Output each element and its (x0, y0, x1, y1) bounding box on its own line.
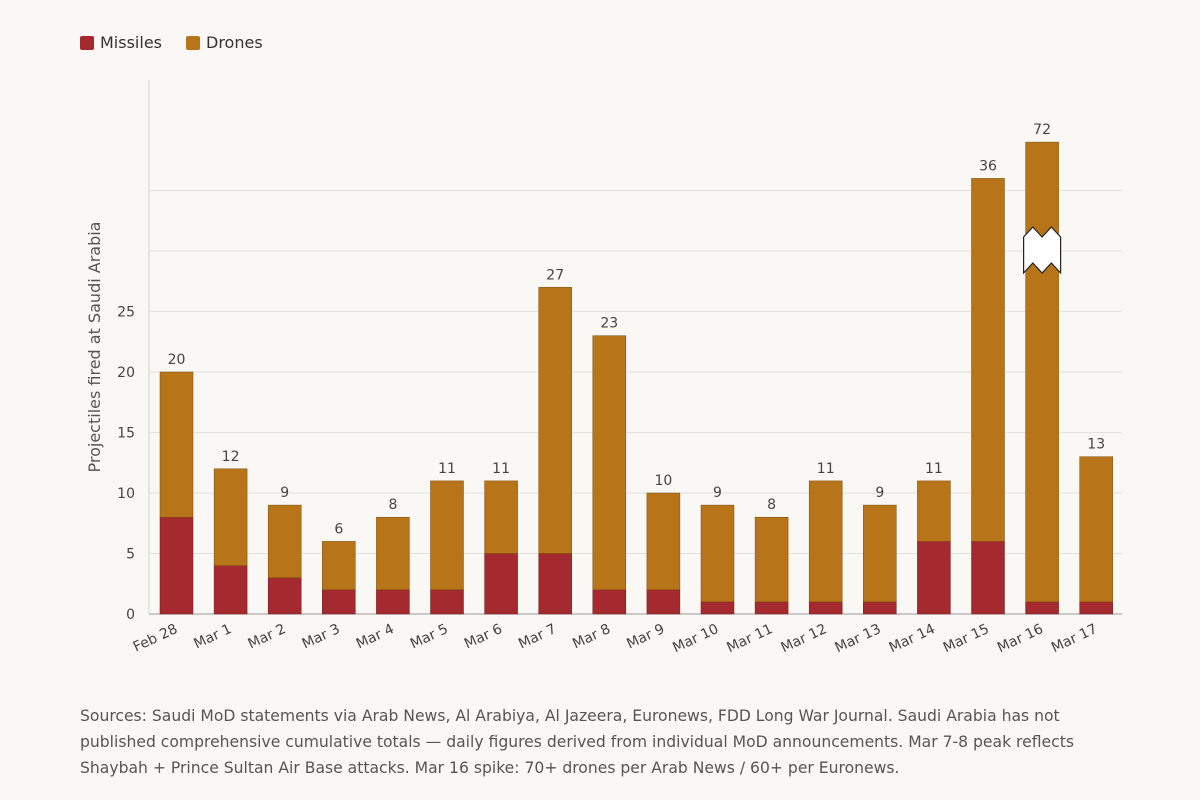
bar-missiles-6[interactable] (484, 553, 518, 615)
x-category-label: Mar 4 (354, 621, 397, 652)
bar-total-label: 11 (925, 461, 943, 477)
bar-missiles-4[interactable] (376, 589, 410, 615)
legend-item-missiles[interactable]: Missiles (80, 33, 162, 52)
y-tick-label: 20 (117, 365, 135, 381)
bar-total-label: 10 (654, 473, 672, 489)
bar-drones-6[interactable] (484, 480, 518, 554)
x-category-label: Mar 14 (887, 621, 938, 656)
missiles-swatch (80, 35, 94, 50)
bar-drones-2[interactable] (267, 504, 302, 578)
x-category-label: Feb 28 (131, 621, 180, 655)
bar-total-label: 11 (438, 461, 456, 477)
bar-drones-12[interactable] (808, 480, 843, 603)
y-tick-label: 25 (117, 305, 135, 321)
x-category-label: Mar 1 (191, 621, 234, 652)
bar-drones-0[interactable] (159, 371, 194, 518)
bar-missiles-1[interactable] (213, 565, 248, 615)
bar-total-label: 20 (168, 352, 186, 368)
x-category-label: Mar 9 (624, 621, 667, 652)
x-category-label: Mar 13 (833, 621, 884, 656)
bar-missiles-11[interactable] (754, 601, 789, 615)
x-category-label: Mar 15 (941, 621, 992, 656)
x-category-label: Mar 3 (300, 621, 343, 652)
bar-missiles-0[interactable] (159, 516, 194, 615)
bar-total-label: 11 (817, 461, 835, 477)
bar-total-label: 72 (1033, 122, 1051, 138)
bar-total-label: 11 (492, 461, 510, 477)
sources-note: Sources: Saudi MoD statements via Arab N… (80, 707, 1074, 777)
bar-total-label: 6 (334, 521, 343, 537)
labels-layer: 20 12 9 6 8 11 11 27 23 10 9 8 11 9 11 36 72 13 (168, 122, 1106, 537)
bar-missiles-17[interactable] (1079, 601, 1113, 615)
x-category-label: Mar 6 (462, 621, 505, 652)
x-category-label: Mar 12 (779, 621, 830, 656)
x-category-label: Mar 11 (724, 621, 775, 656)
bar-missiles-8[interactable] (592, 589, 627, 615)
bar-missiles-7[interactable] (538, 553, 572, 615)
bar-total-label: 13 (1087, 437, 1105, 453)
bar-drones-8[interactable] (592, 335, 627, 591)
drones-swatch (186, 35, 200, 50)
bar-total-label: 9 (875, 485, 884, 501)
bar-drones-7[interactable] (538, 287, 572, 554)
x-category-label: Mar 17 (1049, 621, 1100, 656)
legend: Missiles Drones (80, 33, 287, 52)
bar-total-label: 36 (979, 158, 997, 174)
bars-layer (159, 141, 1113, 615)
bar-total-label: 23 (600, 316, 618, 332)
bar-missiles-9[interactable] (646, 589, 681, 615)
axis-break-marker (1022, 226, 1062, 275)
y-tick-label: 15 (117, 426, 135, 442)
legend-item-drones[interactable]: Drones (186, 33, 263, 52)
bar-missiles-3[interactable] (322, 589, 356, 615)
x-category-label: Mar 8 (570, 621, 613, 652)
bar-drones-10[interactable] (700, 504, 735, 603)
bar-drones-13[interactable] (863, 504, 897, 603)
bar-drones-16[interactable] (1025, 141, 1059, 603)
bar-drones-15[interactable] (971, 178, 1005, 542)
bar-missiles-16[interactable] (1025, 601, 1059, 615)
bar-total-label: 9 (280, 485, 289, 501)
bar-missiles-10[interactable] (700, 601, 735, 615)
x-category-label: Mar 16 (995, 621, 1046, 656)
bar-missiles-15[interactable] (971, 541, 1005, 615)
bar-missiles-5[interactable] (430, 589, 464, 615)
y-axis-title: Projectiles fired at Saudi Arabia (85, 222, 104, 473)
legend-drones-label: Drones (206, 33, 263, 52)
legend-missiles-label: Missiles (100, 33, 162, 52)
y-tick-label: 0 (126, 607, 135, 623)
y-tick-label: 10 (117, 486, 135, 502)
bar-missiles-2[interactable] (267, 577, 302, 615)
bar-total-label: 27 (546, 267, 564, 283)
bar-drones-17[interactable] (1079, 456, 1113, 603)
bar-drones-14[interactable] (917, 480, 951, 542)
bar-drones-5[interactable] (430, 480, 464, 591)
bar-total-label: 9 (713, 485, 722, 501)
x-category-label: Mar 7 (516, 621, 559, 652)
bar-drones-3[interactable] (322, 541, 356, 591)
x-category-label: Mar 2 (246, 621, 289, 652)
bar-missiles-13[interactable] (863, 601, 897, 615)
x-category-label: Mar 10 (670, 621, 721, 656)
x-category-label: Mar 5 (408, 621, 451, 652)
bar-total-label: 8 (767, 497, 776, 513)
grid-layer (148, 80, 1122, 615)
bar-total-label: 8 (388, 497, 397, 513)
bar-drones-1[interactable] (213, 468, 248, 566)
bar-drones-4[interactable] (376, 516, 410, 591)
y-tick-label: 5 (126, 547, 135, 563)
bar-drones-11[interactable] (754, 516, 789, 603)
bar-total-label: 12 (222, 449, 240, 465)
bar-missiles-12[interactable] (808, 601, 843, 615)
bar-drones-9[interactable] (646, 492, 681, 591)
bar-missiles-14[interactable] (917, 541, 951, 615)
